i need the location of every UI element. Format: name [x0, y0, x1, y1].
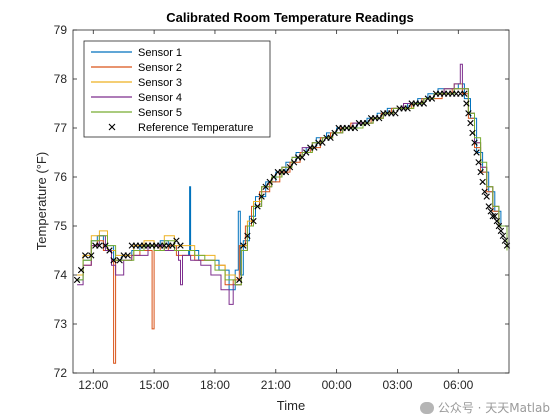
reference-marker	[173, 237, 180, 244]
reference-marker	[73, 276, 81, 284]
reference-marker	[124, 252, 131, 259]
reference-marker	[169, 242, 176, 249]
reference-marker	[501, 237, 509, 244]
reference-marker	[236, 276, 243, 284]
reference-marker	[491, 213, 498, 220]
legend-label: Sensor 1	[138, 47, 182, 59]
reference-marker	[244, 232, 251, 239]
reference-marker	[420, 100, 428, 107]
reference-marker	[286, 164, 294, 171]
legend-label: Sensor 3	[138, 77, 182, 89]
legend-marker	[108, 123, 116, 131]
reference-marker	[311, 144, 318, 151]
watermark: 公众号 · 天天Matlab	[419, 399, 550, 416]
reference-marker	[116, 257, 123, 264]
reference-marker	[262, 183, 269, 190]
y-tick-label: 75	[54, 219, 68, 233]
reference-marker	[177, 242, 184, 249]
y-tick-label: 76	[54, 170, 68, 184]
reference-marker	[266, 178, 273, 186]
reference-marker	[499, 232, 507, 239]
reference-marker	[240, 242, 247, 249]
reference-marker-layer	[73, 90, 511, 284]
reference-marker	[282, 168, 290, 176]
reference-marker	[497, 227, 505, 235]
axes-box	[72, 29, 510, 374]
reference-marker	[270, 173, 277, 181]
reference-marker	[493, 217, 501, 225]
reference-marker	[110, 257, 117, 264]
y-tick-label: 78	[54, 72, 68, 86]
reference-marker	[319, 139, 326, 146]
y-tick-label: 77	[54, 121, 68, 135]
legend-label: Sensor 4	[138, 92, 182, 104]
reference-marker	[327, 134, 334, 141]
y-axis-label: Temperature (°F)	[34, 152, 49, 250]
legend-label: Sensor 2	[138, 62, 182, 74]
reference-marker	[363, 119, 371, 127]
x-tick-label: 15:00	[139, 378, 169, 392]
x-tick-label: 21:00	[261, 378, 291, 392]
reference-marker	[392, 110, 399, 117]
x-tick-label: 18:00	[200, 378, 230, 392]
legend: Sensor 1 Sensor 2 Sensor 3 Sensor 4 Sensor 5…	[83, 40, 271, 138]
series-layer	[77, 63, 508, 364]
reference-marker	[483, 193, 490, 200]
reference-marker	[404, 105, 411, 112]
reference-marker	[88, 252, 95, 259]
reference-marker	[469, 129, 476, 137]
x-axis: 12:00 15:00 18:00 21:00 00:00 03:00 06:00	[78, 30, 474, 392]
x-axis-label: Time	[277, 398, 305, 413]
reference-marker	[331, 129, 338, 137]
legend-label: Reference Temperature	[138, 122, 253, 134]
y-axis: 72 73 74 75 76 77 78 79	[54, 23, 509, 380]
legend-label: Sensor 5	[138, 107, 182, 119]
reference-marker	[467, 119, 474, 127]
reference-marker	[290, 159, 298, 166]
x-tick-label: 06:00	[443, 378, 473, 392]
reference-marker	[479, 178, 486, 186]
reference-marker	[96, 242, 103, 249]
reference-marker	[428, 95, 436, 102]
reference-marker	[81, 252, 89, 259]
reference-marker	[477, 168, 484, 176]
x-tick-label: 03:00	[382, 378, 412, 392]
reference-marker	[303, 149, 310, 156]
wechat-icon	[419, 401, 434, 414]
reference-marker	[471, 139, 478, 146]
reference-marker	[102, 242, 109, 249]
x-tick-label: 00:00	[322, 378, 352, 392]
reference-marker	[250, 217, 257, 225]
reference-marker	[481, 188, 488, 195]
y-tick-label: 73	[54, 317, 68, 331]
y-tick-label: 79	[54, 23, 68, 37]
reference-marker	[461, 90, 468, 97]
reference-marker	[463, 100, 470, 107]
chart-title: Calibrated Room Temperature Readings	[166, 10, 414, 25]
reference-marker	[106, 247, 113, 254]
reference-marker	[485, 203, 492, 210]
reference-marker	[254, 203, 261, 210]
reference-marker	[489, 213, 496, 220]
legend-box	[83, 40, 271, 138]
x-tick-label: 12:00	[78, 378, 108, 392]
reference-marker	[487, 208, 494, 215]
reference-marker	[351, 124, 359, 132]
reference-marker	[77, 266, 85, 274]
reference-marker	[298, 154, 306, 161]
y-tick-label: 74	[54, 268, 68, 282]
reference-marker	[376, 115, 383, 122]
reference-marker	[258, 193, 265, 200]
watermark-text: 公众号 · 天天Matlab	[437, 401, 550, 415]
reference-marker	[475, 159, 482, 166]
reference-marker	[473, 149, 480, 156]
reference-marker	[465, 110, 472, 117]
y-tick-label: 72	[54, 366, 68, 380]
reference-marker	[495, 222, 503, 230]
